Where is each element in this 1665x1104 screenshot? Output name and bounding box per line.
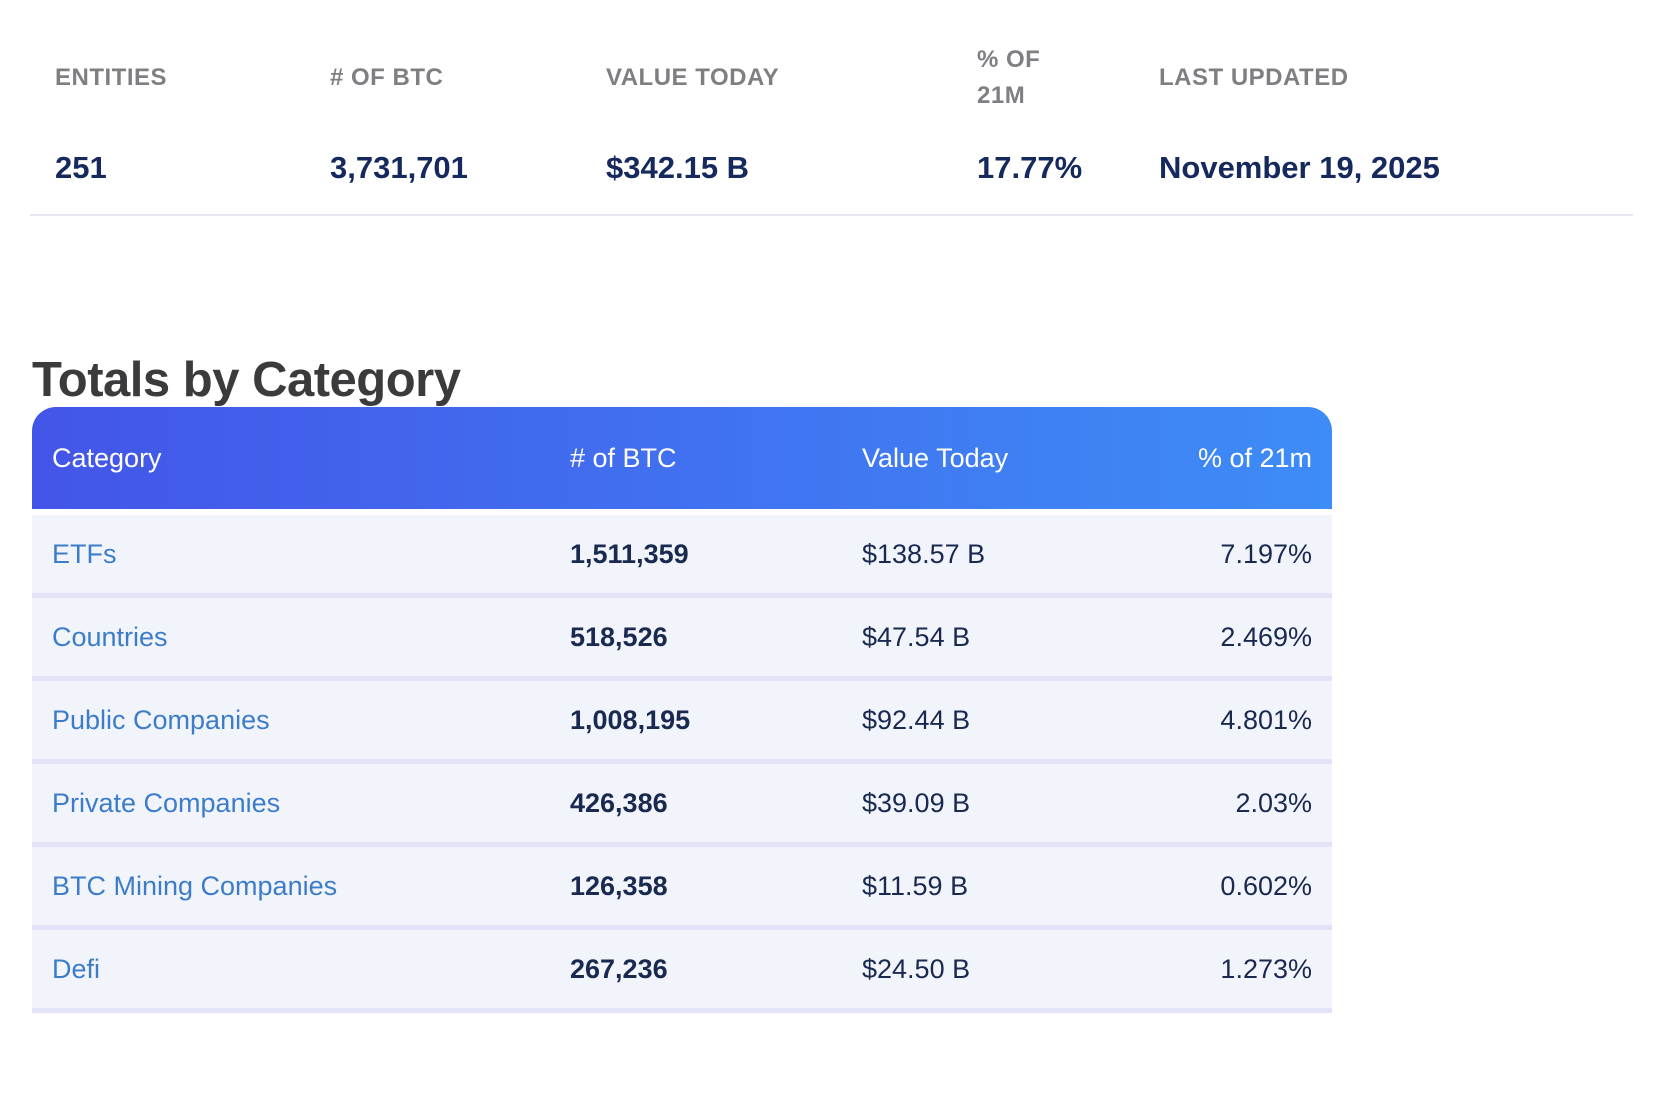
btc-count-cell: 518,526 [570,621,668,652]
category-link[interactable]: Public Companies [52,704,270,735]
btc-count-label: # OF BTC [330,64,444,91]
value-today-value: $342.15 B [606,150,750,185]
value-today-cell: $39.09 B [862,787,971,818]
totals-by-category-table: Category # of BTC Value Today % of 21m E… [32,407,1332,1013]
entities-value: 251 [55,150,107,185]
btc-count-cell: 126,358 [570,870,668,901]
pct-21m-cell: 0.602% [1220,870,1312,901]
category-link[interactable]: Countries [52,621,168,652]
pct-21m-cell: 4.801% [1220,704,1312,735]
value-today-cell: $11.59 B [862,870,969,901]
summary-col-entities: ENTITIES 251 [55,38,330,186]
category-link[interactable]: ETFs [52,538,117,569]
table-row: ETFs 1,511,359 $138.57 B 7.197% [32,515,1332,598]
entities-label: ENTITIES [55,64,168,91]
summary-col-value-today: VALUE TODAY $342.15 B [606,38,977,186]
table-body: ETFs 1,511,359 $138.57 B 7.197% Countries 518… [32,515,1332,1013]
pct-21m-cell: 2.469% [1220,621,1312,652]
header-value-today: Value Today [862,442,1009,473]
header-pct-21m: % of 21m [1197,442,1312,473]
header-btc: # of BTC [570,442,677,473]
treasury-summary: ENTITIES 251 # OF BTC 3,731,701 VALUE TO… [55,38,1440,186]
table-header-row: Category # of BTC Value Today % of 21m [32,407,1332,509]
btc-count-value: 3,731,701 [330,150,468,185]
table-row: Private Companies 426,386 $39.09 B 2.03% [32,764,1332,847]
btc-count-cell: 1,511,359 [570,538,689,569]
header-category: Category [52,442,162,473]
btc-count-cell: 1,008,195 [570,704,691,735]
pct-21m-value: 17.77% [977,150,1083,185]
category-link[interactable]: BTC Mining Companies [52,870,338,901]
value-today-cell: $138.57 B [862,538,986,569]
table-row: Defi 267,236 $24.50 B 1.273% [32,930,1332,1013]
table-row: Public Companies 1,008,195 $92.44 B 4.801% [32,681,1332,764]
summary-col-pct-21m: % OF 21M 17.77% [977,38,1159,186]
last-updated-label: LAST UPDATED [1159,64,1349,91]
summary-col-last-updated: LAST UPDATED November 19, 2025 [1159,38,1440,186]
pct-21m-cell: 1.273% [1220,953,1312,984]
summary-col-btc: # OF BTC 3,731,701 [330,38,606,186]
summary-divider [30,214,1633,216]
table-row: BTC Mining Companies 126,358 $11.59 B 0.602… [32,847,1332,930]
pct-21m-label: % OF 21M [977,46,1041,109]
btc-count-cell: 267,236 [570,953,668,984]
category-link[interactable]: Private Companies [52,787,281,818]
value-today-cell: $47.54 B [862,621,971,652]
value-today-label: VALUE TODAY [606,64,780,91]
page-title: Totals by Category [32,352,461,407]
category-link[interactable]: Defi [52,953,101,984]
value-today-cell: $92.44 B [862,704,971,735]
btc-count-cell: 426,386 [570,787,668,818]
pct-21m-cell: 2.03% [1235,787,1312,818]
table-row: Countries 518,526 $47.54 B 2.469% [32,598,1332,681]
last-updated-value: November 19, 2025 [1159,150,1440,185]
value-today-cell: $24.50 B [862,953,971,984]
pct-21m-cell: 7.197% [1220,538,1312,569]
